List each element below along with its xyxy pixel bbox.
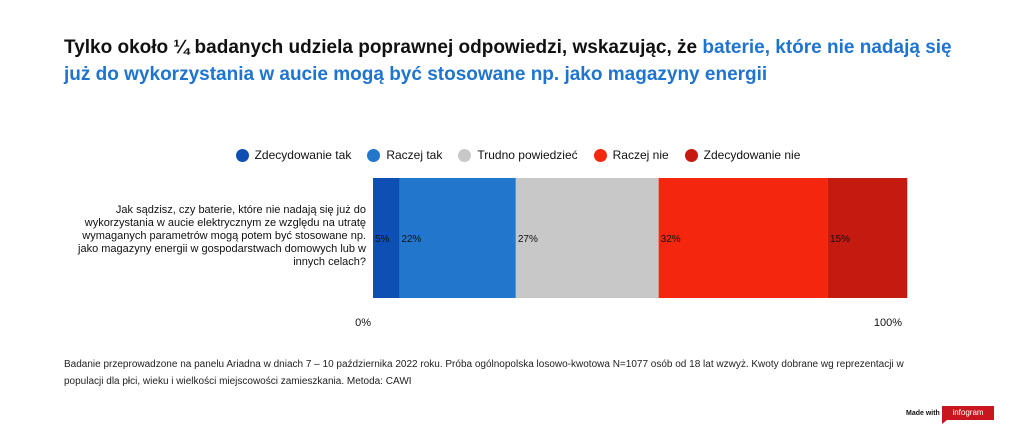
- legend-item[interactable]: Zdecydowanie tak: [235, 148, 352, 162]
- bar-segment[interactable]: [827, 178, 908, 298]
- legend-item[interactable]: Raczej nie: [593, 148, 669, 162]
- legend-item[interactable]: Trudno powiedzieć: [458, 148, 578, 162]
- bar-data-label: 32%: [661, 234, 681, 245]
- chart-legend: Zdecydowanie tak Raczej tak Trudno powiedz…: [0, 148, 1024, 162]
- legend-label: Zdecydowanie tak: [254, 148, 352, 162]
- bar-data-label: 27%: [518, 234, 538, 245]
- bar-segment[interactable]: [399, 178, 516, 298]
- bar-segment[interactable]: [515, 178, 659, 298]
- legend-item[interactable]: Zdecydowanie nie: [684, 148, 801, 162]
- chart-title: Tylko około ¼ badanych udziela poprawnej…: [64, 34, 964, 88]
- legend-label: Trudno powiedzieć: [477, 148, 578, 162]
- legend-label: Raczej nie: [612, 148, 669, 162]
- question-label: Jak sądzisz, czy baterie, które nie nada…: [78, 204, 366, 268]
- title-highlight: baterie, które nie nadają się już do wyk…: [64, 37, 952, 85]
- bar-segment[interactable]: [658, 178, 828, 298]
- bar-segment[interactable]: [373, 178, 400, 298]
- bar-data-label: 22%: [401, 234, 421, 245]
- legend-swatch: [458, 148, 472, 162]
- made-with-label: Made with: [906, 410, 940, 417]
- legend-label: Raczej tak: [386, 148, 443, 162]
- bar-data-label: 15%: [830, 234, 850, 245]
- legend-item[interactable]: Raczej tak: [367, 148, 442, 162]
- survey-footnote: Badanie przeprowadzone na panelu Ariadna…: [64, 359, 904, 387]
- legend-swatch: [235, 148, 249, 162]
- legend-swatch: [684, 148, 698, 162]
- x-axis-max-label: 100%: [874, 317, 902, 329]
- infogram-logo[interactable]: infogram: [942, 406, 994, 424]
- x-axis-min-label: 0%: [355, 317, 371, 329]
- bar-data-label: 5%: [375, 234, 390, 245]
- title-plain: Tylko około ¼ badanych udziela poprawnej…: [64, 37, 703, 58]
- legend-swatch: [367, 148, 381, 162]
- legend-swatch: [593, 148, 607, 162]
- legend-label: Zdecydowanie nie: [703, 148, 801, 162]
